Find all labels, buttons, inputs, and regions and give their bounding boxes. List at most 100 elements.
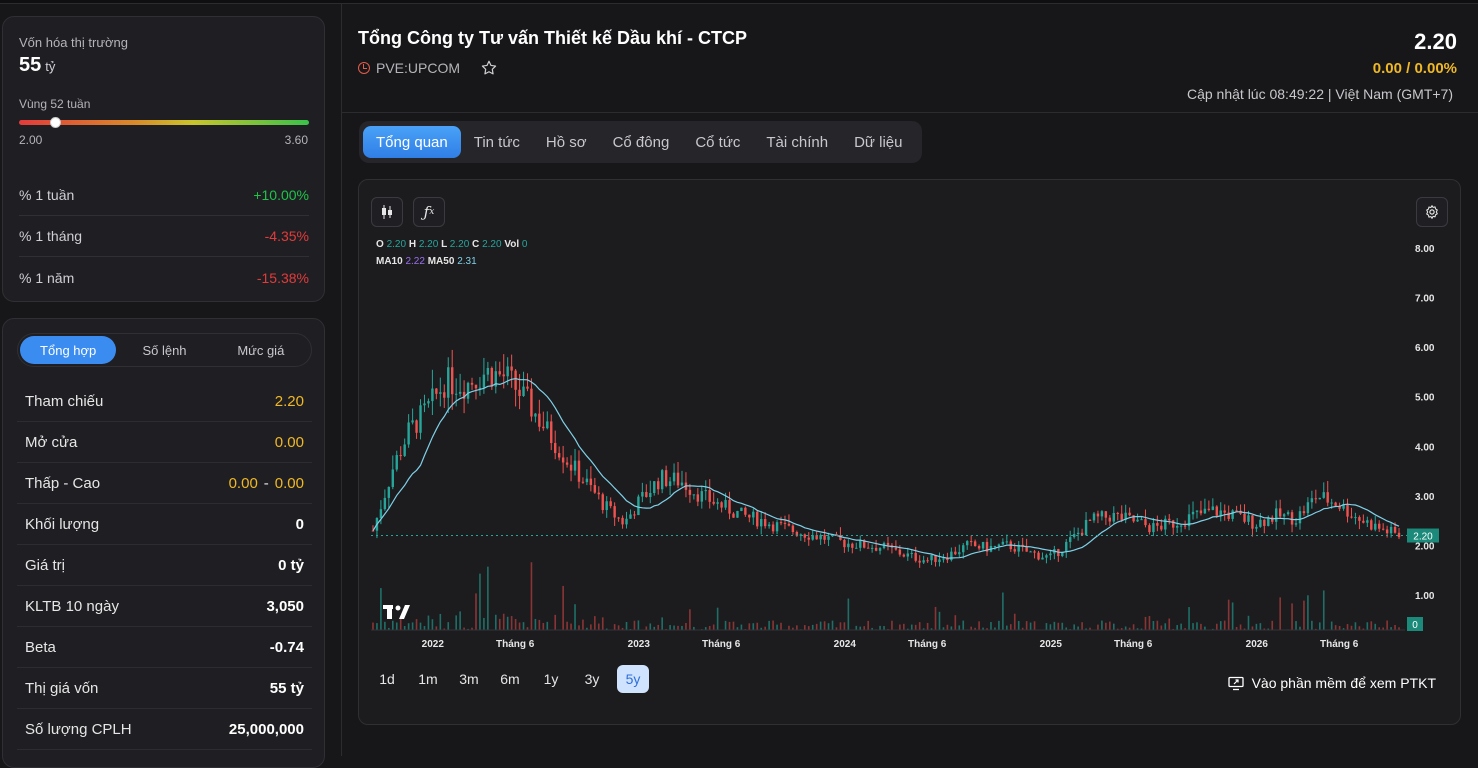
volume-bar	[626, 622, 628, 630]
candle-body	[617, 518, 619, 519]
volume-bar	[1113, 624, 1115, 630]
volume-bar	[1161, 626, 1163, 630]
volume-bar	[1105, 623, 1107, 630]
candle-body	[562, 458, 564, 463]
candle-body	[1006, 541, 1008, 542]
x-tick-label: Tháng 6	[908, 639, 947, 650]
volume-bar	[1291, 603, 1293, 630]
tab-tong-hop[interactable]: Tổng hợp	[20, 336, 116, 364]
volume-bar	[1228, 600, 1230, 630]
perf-row-year: % 1 năm -15.38%	[19, 257, 309, 298]
ptkt-label: Vào phần mềm để xem PTKT	[1252, 675, 1436, 691]
candle-body	[1192, 512, 1194, 514]
y-tick-label: 2.00	[1415, 541, 1435, 552]
candle-body	[1299, 511, 1301, 523]
gear-icon[interactable]	[1416, 197, 1448, 227]
candle-body	[998, 544, 1000, 546]
volume-bar	[1034, 621, 1036, 630]
volume-bar	[1323, 590, 1325, 630]
volume-bar	[1339, 626, 1341, 630]
candlestick-icon[interactable]	[371, 197, 403, 227]
volume-bar	[1351, 626, 1353, 630]
tab-so-lenh[interactable]: Số lệnh	[116, 336, 212, 364]
tab-du-lieu[interactable]: Dữ liệu	[841, 126, 915, 158]
perf-value: -4.35%	[265, 228, 309, 244]
candle-body	[613, 506, 615, 517]
candle-body	[419, 405, 421, 432]
range-3y[interactable]: 3y	[576, 665, 608, 693]
candle-body	[1330, 503, 1332, 504]
candle-body	[780, 522, 782, 523]
candle-body	[415, 420, 417, 432]
candle-body	[709, 490, 711, 502]
candle-body	[1168, 519, 1170, 521]
star-icon[interactable]	[480, 59, 498, 77]
candle-body	[1291, 512, 1293, 524]
range-1d[interactable]: 1d	[371, 665, 403, 693]
candle-body	[1136, 520, 1138, 522]
candle-body	[400, 455, 402, 456]
candle-body	[911, 553, 913, 554]
volume-bar	[998, 621, 1000, 630]
volume-bar	[990, 622, 992, 630]
candle-body	[978, 546, 980, 548]
candle-body	[1105, 511, 1107, 517]
candle-body	[471, 383, 473, 385]
tab-co-tuc[interactable]: Cổ tức	[682, 126, 753, 158]
candle-body	[1267, 517, 1269, 526]
candle-body	[827, 536, 829, 540]
volume-bar	[768, 621, 770, 630]
candle-body	[970, 541, 972, 542]
tab-tai-chinh[interactable]: Tài chính	[753, 126, 841, 158]
candle-body	[435, 389, 437, 394]
volume-bar	[657, 625, 659, 630]
volume-bar	[729, 622, 731, 630]
volume-bar	[1164, 623, 1166, 630]
candle-body	[538, 414, 540, 427]
candle-body	[1319, 498, 1321, 499]
tab-ho-so[interactable]: Hồ sơ	[533, 126, 600, 158]
volume-bar	[955, 615, 957, 630]
range-3m[interactable]: 3m	[453, 665, 485, 693]
candle-body	[542, 427, 544, 428]
candle-body	[657, 481, 659, 489]
stat-value: -0.74	[270, 639, 304, 656]
volume-bar	[1307, 595, 1309, 630]
candle-body	[1069, 537, 1071, 542]
candle-body	[487, 368, 489, 375]
volume-bar	[380, 588, 382, 630]
stat-value: 0	[296, 516, 304, 533]
range-1m[interactable]: 1m	[412, 665, 444, 693]
volume-bar	[1010, 624, 1012, 630]
range-6m[interactable]: 6m	[494, 665, 526, 693]
y-tick-label: 1.00	[1415, 591, 1435, 602]
volume-bar	[863, 626, 865, 630]
candle-body	[1101, 511, 1103, 516]
open-ptkt-button[interactable]: Vào phần mềm để xem PTKT	[1228, 675, 1436, 691]
volume-bar	[1101, 621, 1103, 630]
tab-muc-gia[interactable]: Mức giá	[213, 336, 309, 364]
candle-body	[958, 552, 960, 554]
price-chart[interactable]: 2.2008.007.006.005.004.003.002.001.00202…	[371, 230, 1451, 655]
tab-tong-quan[interactable]: Tổng quan	[363, 126, 461, 158]
candle-body	[459, 392, 461, 394]
candle-body	[1172, 520, 1174, 527]
candle-body	[1065, 542, 1067, 552]
tab-co-dong[interactable]: Cổ đông	[600, 126, 683, 158]
candle-body	[637, 497, 639, 515]
volume-bar	[879, 626, 881, 630]
volume-bar	[1145, 617, 1147, 630]
range-5y[interactable]: 5y	[617, 665, 649, 693]
range-1y[interactable]: 1y	[535, 665, 567, 693]
tab-tin-tuc[interactable]: Tin tức	[461, 126, 533, 158]
candle-body	[1077, 533, 1079, 534]
main-tabs: Tổng quan Tin tức Hồ sơ Cổ đông Cổ tức T…	[359, 121, 922, 163]
volume-bar	[646, 626, 648, 630]
volume-bar	[602, 617, 604, 630]
candle-body	[736, 511, 738, 518]
candle-body	[748, 515, 750, 518]
volume-bar	[681, 626, 683, 630]
candle-body	[1180, 526, 1182, 527]
perf-value: +10.00%	[253, 187, 309, 203]
